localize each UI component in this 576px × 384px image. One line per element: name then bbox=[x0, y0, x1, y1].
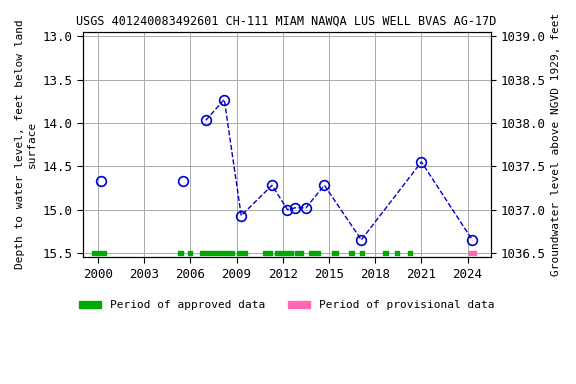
Title: USGS 401240083492601 CH-111 MIAM NAWQA LUS WELL BVAS AG-17D: USGS 401240083492601 CH-111 MIAM NAWQA L… bbox=[77, 15, 497, 28]
Y-axis label: Groundwater level above NGVD 1929, feet: Groundwater level above NGVD 1929, feet bbox=[551, 13, 561, 276]
Legend: Period of approved data, Period of provisional data: Period of approved data, Period of provi… bbox=[75, 296, 499, 315]
Y-axis label: Depth to water level, feet below land
surface: Depth to water level, feet below land su… bbox=[15, 20, 37, 270]
